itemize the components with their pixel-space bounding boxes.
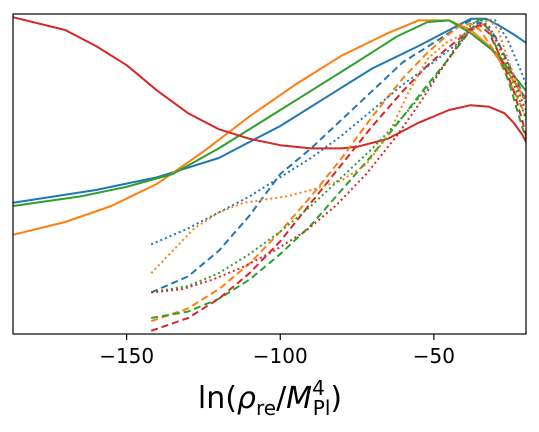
x-tick-label: −100	[253, 344, 308, 368]
series-line-red-dashed	[150, 24, 527, 332]
series-line-blue-solid	[12, 17, 527, 204]
series-line-green-dotted	[151, 17, 527, 294]
x-tick-label: −150	[99, 344, 154, 368]
x-axis-label-m: M	[286, 381, 312, 416]
x-axis-label-slash: /	[276, 381, 287, 416]
x-axis-label-fn: ln(	[198, 381, 237, 416]
x-axis-label-rho-sub: re	[256, 396, 276, 420]
x-axis: −150 −100 −50	[99, 334, 455, 368]
series-line-red-dotted	[151, 22, 527, 294]
series-layer	[12, 16, 527, 332]
x-axis-label: ln(ρre/M4 Pl)	[198, 376, 342, 420]
series-line-orange-dashed	[150, 22, 527, 323]
x-axis-label-m-sup: 4	[312, 376, 325, 400]
x-tick-label: −50	[413, 344, 455, 368]
x-axis-label-m-sub: Pl	[313, 396, 331, 420]
series-line-orange-dotted	[150, 17, 527, 274]
x-axis-label-rho: ρ	[237, 381, 256, 416]
series-line-red-solid	[12, 16, 527, 150]
x-axis-label-close: )	[330, 381, 342, 416]
series-line-green-solid	[12, 19, 527, 207]
plot-frame	[12, 13, 527, 335]
